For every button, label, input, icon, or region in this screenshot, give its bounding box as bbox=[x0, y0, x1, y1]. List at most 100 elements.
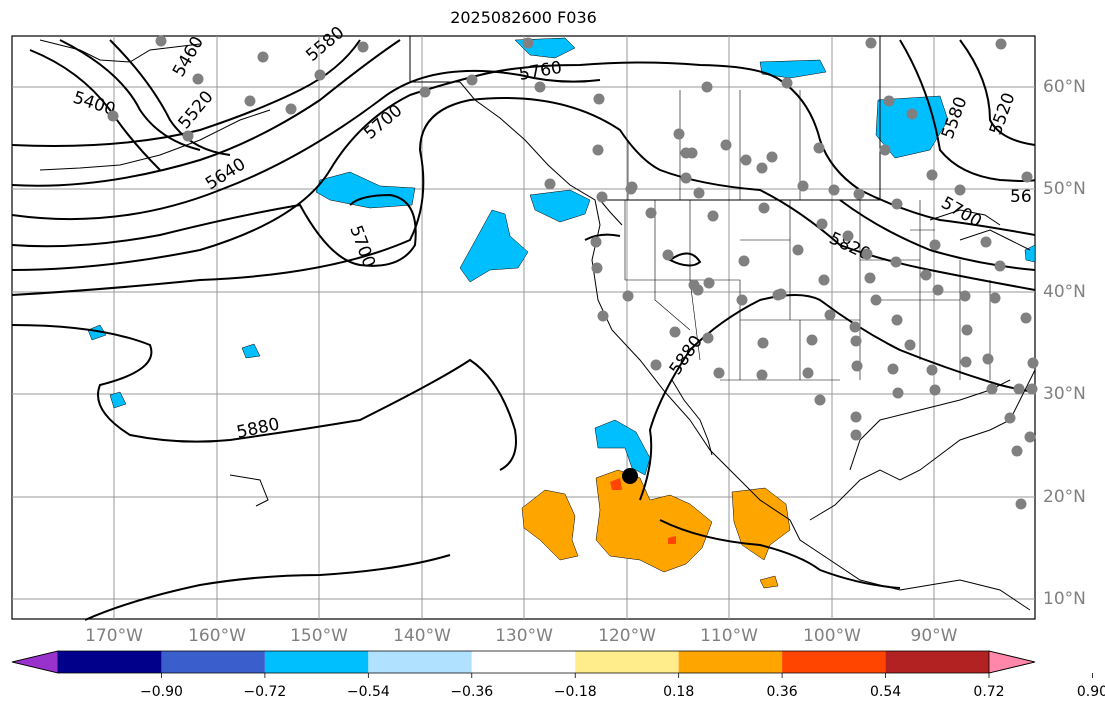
station-dot bbox=[891, 198, 903, 210]
latitude-label: 50°N bbox=[1043, 179, 1086, 199]
station-dot bbox=[842, 230, 854, 242]
longitude-label: 100°W bbox=[803, 626, 861, 646]
station-dot bbox=[850, 335, 862, 347]
station-dot bbox=[890, 256, 902, 268]
station-dot bbox=[736, 294, 748, 306]
station-dot bbox=[1026, 383, 1038, 395]
latitude-label: 10°N bbox=[1043, 589, 1086, 609]
map-title: 2025082600 F036 bbox=[450, 8, 597, 27]
station-dot bbox=[701, 81, 713, 93]
station-dot bbox=[758, 202, 770, 214]
colorbar-segment bbox=[678, 651, 783, 673]
station-dot bbox=[702, 332, 714, 344]
station-dot bbox=[669, 326, 681, 338]
graticule bbox=[12, 36, 1035, 619]
colorbar bbox=[11, 650, 1093, 678]
station-dot bbox=[703, 277, 715, 289]
colorbar-tick-label: −0.90 bbox=[139, 684, 183, 700]
station-dot bbox=[879, 144, 891, 156]
station-dot bbox=[591, 262, 603, 274]
height-contours bbox=[11, 39, 1036, 621]
station-dot bbox=[720, 139, 732, 151]
colorbar-tick-label: 0.18 bbox=[663, 684, 695, 700]
station-dot bbox=[244, 95, 256, 107]
cool-anomaly-areas bbox=[87, 37, 1036, 476]
station-dot bbox=[797, 180, 809, 192]
station-dot bbox=[813, 142, 825, 154]
station-dot bbox=[686, 147, 698, 159]
station-dot bbox=[693, 187, 705, 199]
latitude-label: 60°N bbox=[1043, 77, 1086, 97]
station-markers bbox=[107, 35, 1039, 510]
latitude-label: 40°N bbox=[1043, 282, 1086, 302]
colorbar-segment bbox=[161, 651, 265, 673]
station-dot bbox=[314, 69, 326, 81]
colorbar-segment bbox=[471, 651, 576, 673]
station-dot bbox=[870, 294, 882, 306]
colorbar-tick-label: 0.72 bbox=[973, 684, 1005, 700]
station-dot bbox=[887, 363, 899, 375]
station-dot bbox=[906, 108, 918, 120]
station-dot bbox=[929, 239, 941, 251]
station-dot bbox=[986, 383, 998, 395]
station-dot bbox=[756, 162, 768, 174]
station-dot bbox=[1004, 412, 1016, 424]
station-dot bbox=[593, 93, 605, 105]
colorbar-tick-label: −0.72 bbox=[243, 684, 287, 700]
station-dot bbox=[544, 178, 556, 190]
station-dot bbox=[766, 151, 778, 163]
station-dot bbox=[713, 367, 725, 379]
station-dot bbox=[626, 181, 638, 193]
station-dot bbox=[929, 384, 941, 396]
station-dot bbox=[954, 184, 966, 196]
station-dot bbox=[853, 188, 865, 200]
station-dot bbox=[980, 236, 992, 248]
station-dot bbox=[596, 191, 608, 203]
colorbar-max-extension bbox=[988, 650, 1036, 674]
state-borders bbox=[624, 90, 991, 381]
station-dot bbox=[891, 314, 903, 326]
longitude-label: 90°W bbox=[910, 626, 958, 646]
colorbar-segment bbox=[58, 651, 162, 673]
station-dot bbox=[861, 248, 873, 260]
latitude-label: 30°N bbox=[1043, 384, 1086, 404]
colorbar-segment bbox=[368, 651, 472, 673]
station-dot bbox=[257, 51, 269, 63]
colorbar-tick-label: −0.36 bbox=[450, 684, 494, 700]
station-dot bbox=[920, 269, 932, 281]
station-dot bbox=[357, 41, 369, 53]
station-dot bbox=[926, 169, 938, 181]
station-dot bbox=[989, 292, 1001, 304]
station-dot bbox=[1027, 357, 1039, 369]
station-dot bbox=[707, 210, 719, 222]
station-dot bbox=[285, 103, 297, 115]
station-dot bbox=[738, 255, 750, 267]
station-dot bbox=[932, 284, 944, 296]
colorbar-segment bbox=[575, 651, 679, 673]
black-circle-marker bbox=[622, 468, 638, 484]
station-dot bbox=[959, 290, 971, 302]
station-dot bbox=[740, 154, 752, 166]
station-dot bbox=[756, 369, 768, 381]
station-dot bbox=[892, 387, 904, 399]
latitude-label: 20°N bbox=[1043, 487, 1086, 507]
colorbar-tick-label: 0.90 bbox=[1076, 684, 1105, 700]
station-dot bbox=[688, 279, 700, 291]
station-dot bbox=[757, 337, 769, 349]
station-dot bbox=[662, 249, 674, 261]
station-dot bbox=[1021, 171, 1033, 183]
longitude-label: 110°W bbox=[700, 626, 758, 646]
station-dot bbox=[883, 95, 895, 107]
warm-anomaly-areas bbox=[521, 469, 791, 589]
longitude-label: 150°W bbox=[290, 626, 348, 646]
colorbar-segment bbox=[885, 651, 989, 673]
station-dot bbox=[1011, 445, 1023, 457]
longitude-label: 120°W bbox=[598, 626, 656, 646]
station-dot bbox=[155, 35, 167, 47]
longitude-label: 170°W bbox=[85, 626, 143, 646]
station-dot bbox=[622, 290, 634, 302]
station-dot bbox=[680, 172, 692, 184]
station-dot bbox=[650, 359, 662, 371]
station-dot bbox=[1013, 383, 1025, 395]
station-dot bbox=[592, 144, 604, 156]
